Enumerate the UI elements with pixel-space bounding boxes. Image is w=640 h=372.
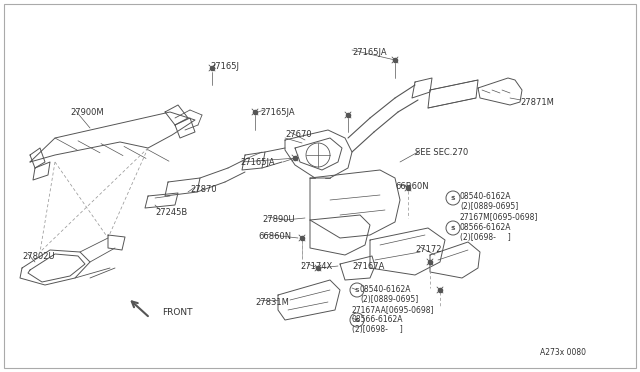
Text: (2)[0698-     ]: (2)[0698- ] xyxy=(352,325,403,334)
Text: FRONT: FRONT xyxy=(162,308,193,317)
Text: 66860N: 66860N xyxy=(258,232,291,241)
Text: 27870: 27870 xyxy=(190,185,216,194)
Text: 27167M[0695-0698]: 27167M[0695-0698] xyxy=(460,212,538,221)
Text: (2)[0698-     ]: (2)[0698- ] xyxy=(460,233,511,242)
Text: SEE SEC.270: SEE SEC.270 xyxy=(415,148,468,157)
Text: A273x 0080: A273x 0080 xyxy=(540,348,586,357)
Text: 27670: 27670 xyxy=(285,130,312,139)
Text: 27174X: 27174X xyxy=(300,262,332,271)
Text: S: S xyxy=(451,196,455,201)
Text: (2)[0889-0695]: (2)[0889-0695] xyxy=(460,202,518,211)
Text: 27900M: 27900M xyxy=(70,108,104,117)
Text: 08540-6162A: 08540-6162A xyxy=(460,192,511,201)
Text: 27871M: 27871M xyxy=(520,98,554,107)
Text: 27167AA[0695-0698]: 27167AA[0695-0698] xyxy=(352,305,435,314)
Text: 27890U: 27890U xyxy=(262,215,294,224)
Text: S: S xyxy=(451,225,455,231)
Text: 08566-6162A: 08566-6162A xyxy=(460,223,511,232)
Text: 27802U: 27802U xyxy=(22,252,54,261)
Text: 27165JA: 27165JA xyxy=(260,108,294,117)
Text: 27245B: 27245B xyxy=(155,208,188,217)
Text: 27165JA: 27165JA xyxy=(240,158,275,167)
Text: 27165JA: 27165JA xyxy=(352,48,387,57)
Text: 27172: 27172 xyxy=(415,245,442,254)
Text: S: S xyxy=(355,288,359,292)
Text: 27165J: 27165J xyxy=(210,62,239,71)
Text: 66B60N: 66B60N xyxy=(395,182,429,191)
Text: 27167A: 27167A xyxy=(352,262,385,271)
Text: 08540-6162A: 08540-6162A xyxy=(360,285,412,294)
Text: 08566-6162A: 08566-6162A xyxy=(352,315,403,324)
Text: 27831M: 27831M xyxy=(255,298,289,307)
Text: (2)[0889-0695]: (2)[0889-0695] xyxy=(360,295,419,304)
Text: S: S xyxy=(355,317,359,323)
